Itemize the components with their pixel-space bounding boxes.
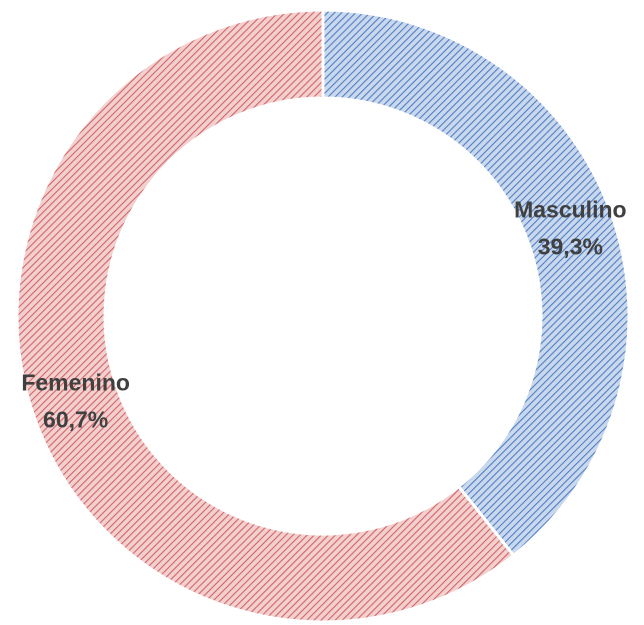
donut-segment (15, 8, 516, 624)
category-label: Masculino (514, 197, 626, 223)
category-label: Femenino (21, 370, 130, 396)
donut-segment (321, 8, 631, 558)
value-label: 60,7% (43, 407, 108, 433)
value-label: 39,3% (538, 234, 603, 260)
